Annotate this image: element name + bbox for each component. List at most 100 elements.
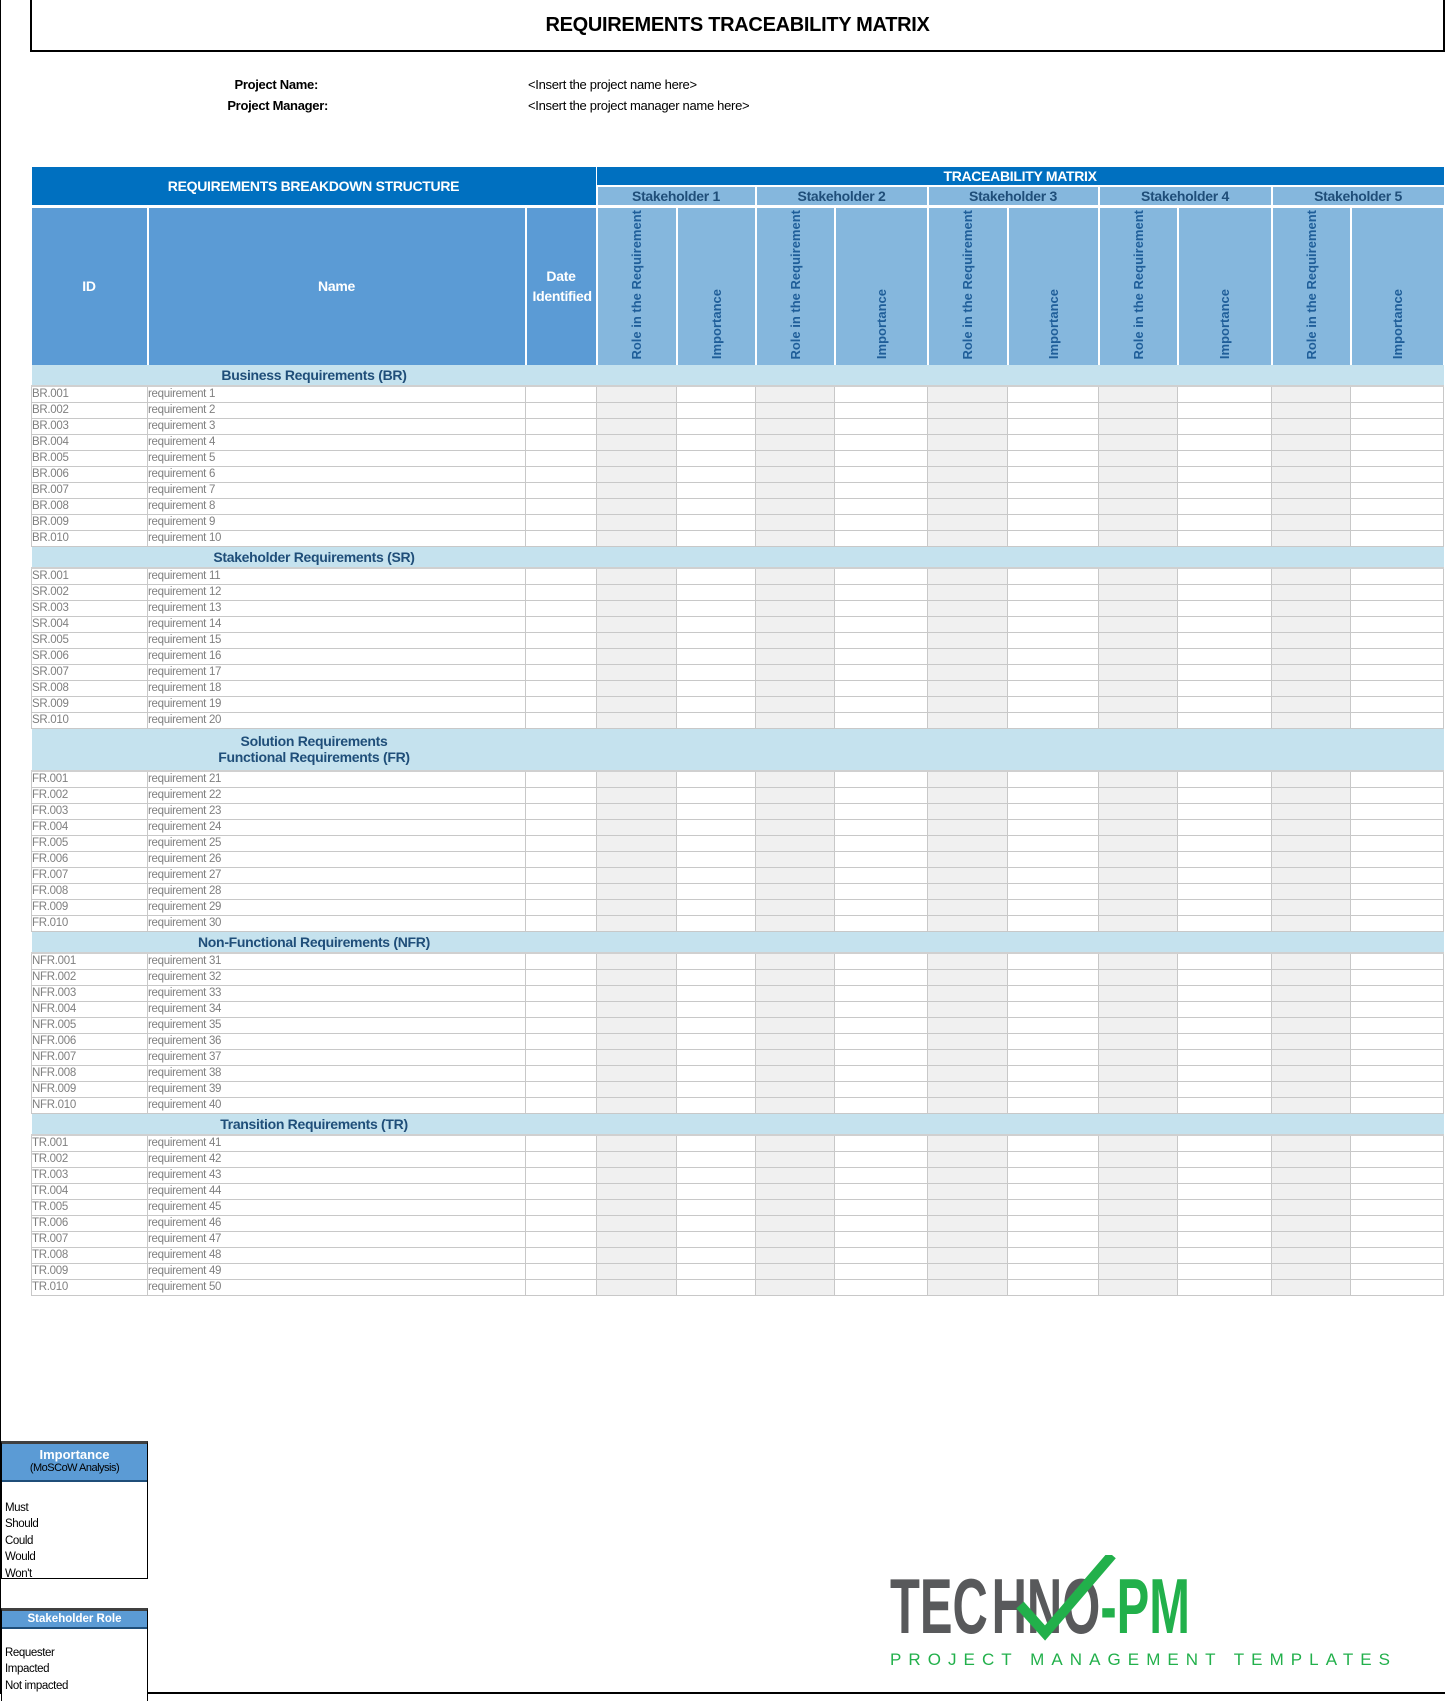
importance-cell[interactable]: [1007, 529, 1099, 547]
importance-cell[interactable]: [1007, 599, 1099, 617]
importance-cell[interactable]: [1007, 1150, 1099, 1168]
importance-cell[interactable]: [834, 834, 928, 852]
importance-cell[interactable]: [834, 567, 928, 585]
importance-cell[interactable]: [1177, 802, 1272, 820]
date-identified-cell[interactable]: [525, 984, 597, 1002]
role-cell[interactable]: [927, 1278, 1008, 1296]
importance-cell[interactable]: [676, 1048, 756, 1066]
importance-cell[interactable]: [1007, 1080, 1099, 1098]
role-cell[interactable]: [1271, 529, 1351, 547]
role-cell[interactable]: [596, 1246, 677, 1264]
requirement-name-cell[interactable]: requirement 26: [147, 850, 526, 868]
role-cell[interactable]: [927, 786, 1008, 804]
importance-cell[interactable]: [1349, 914, 1445, 932]
requirement-name-cell[interactable]: requirement 50: [147, 1278, 526, 1296]
importance-cell[interactable]: [1349, 1246, 1445, 1264]
requirement-name-cell[interactable]: requirement 45: [147, 1198, 526, 1216]
role-cell[interactable]: [755, 401, 835, 419]
importance-cell[interactable]: [676, 1064, 756, 1082]
role-cell[interactable]: [1098, 1016, 1178, 1034]
importance-cell[interactable]: [1007, 1048, 1099, 1066]
date-identified-cell[interactable]: [525, 481, 597, 499]
requirement-id-cell[interactable]: SR.010: [31, 711, 148, 729]
importance-cell[interactable]: [1177, 513, 1272, 531]
date-identified-cell[interactable]: [525, 599, 597, 617]
importance-cell[interactable]: [1349, 513, 1445, 531]
importance-cell[interactable]: [1007, 679, 1099, 697]
importance-cell[interactable]: [1007, 1182, 1099, 1200]
role-cell[interactable]: [1271, 850, 1351, 868]
role-cell[interactable]: [755, 1262, 835, 1280]
role-cell[interactable]: [596, 850, 677, 868]
importance-cell[interactable]: [676, 968, 756, 986]
role-cell[interactable]: [1271, 663, 1351, 681]
role-cell[interactable]: [1098, 1182, 1178, 1200]
requirement-name-cell[interactable]: requirement 9: [147, 513, 526, 531]
importance-cell[interactable]: [1177, 647, 1272, 665]
date-identified-cell[interactable]: [525, 968, 597, 986]
role-cell[interactable]: [596, 882, 677, 900]
importance-cell[interactable]: [834, 1016, 928, 1034]
importance-cell[interactable]: [834, 898, 928, 916]
role-cell[interactable]: [1098, 882, 1178, 900]
role-cell[interactable]: [927, 1166, 1008, 1184]
date-identified-cell[interactable]: [525, 1032, 597, 1050]
role-cell[interactable]: [596, 1048, 677, 1066]
importance-cell[interactable]: [676, 882, 756, 900]
importance-cell[interactable]: [1349, 711, 1445, 729]
role-cell[interactable]: [755, 1182, 835, 1200]
date-identified-cell[interactable]: [525, 513, 597, 531]
importance-cell[interactable]: [1349, 984, 1445, 1002]
role-cell[interactable]: [1271, 968, 1351, 986]
importance-cell[interactable]: [1007, 984, 1099, 1002]
importance-cell[interactable]: [1177, 818, 1272, 836]
role-cell[interactable]: [1271, 866, 1351, 884]
requirement-id-cell[interactable]: TR.001: [31, 1134, 148, 1152]
requirement-name-cell[interactable]: requirement 23: [147, 802, 526, 820]
date-identified-cell[interactable]: [525, 1246, 597, 1264]
importance-cell[interactable]: [1349, 497, 1445, 515]
requirement-id-cell[interactable]: TR.003: [31, 1166, 148, 1184]
requirement-id-cell[interactable]: NFR.005: [31, 1016, 148, 1034]
role-cell[interactable]: [596, 1230, 677, 1248]
role-cell[interactable]: [927, 968, 1008, 986]
requirement-id-cell[interactable]: BR.003: [31, 417, 148, 435]
role-cell[interactable]: [596, 1000, 677, 1018]
importance-cell[interactable]: [1177, 711, 1272, 729]
date-identified-cell[interactable]: [525, 647, 597, 665]
role-cell[interactable]: [1098, 567, 1178, 585]
role-cell[interactable]: [596, 1198, 677, 1216]
requirement-id-cell[interactable]: BR.005: [31, 449, 148, 467]
role-cell[interactable]: [1098, 1134, 1178, 1152]
role-cell[interactable]: [927, 1198, 1008, 1216]
requirement-name-cell[interactable]: requirement 37: [147, 1048, 526, 1066]
role-cell[interactable]: [1271, 647, 1351, 665]
importance-cell[interactable]: [1349, 647, 1445, 665]
requirement-name-cell[interactable]: requirement 24: [147, 818, 526, 836]
importance-cell[interactable]: [1177, 1198, 1272, 1216]
date-identified-cell[interactable]: [525, 663, 597, 681]
importance-cell[interactable]: [834, 465, 928, 483]
date-identified-cell[interactable]: [525, 770, 597, 788]
role-cell[interactable]: [1098, 679, 1178, 697]
importance-cell[interactable]: [834, 770, 928, 788]
importance-cell[interactable]: [1177, 770, 1272, 788]
importance-cell[interactable]: [676, 417, 756, 435]
importance-cell[interactable]: [1349, 663, 1445, 681]
role-cell[interactable]: [596, 567, 677, 585]
requirement-id-cell[interactable]: NFR.002: [31, 968, 148, 986]
importance-cell[interactable]: [1007, 898, 1099, 916]
role-cell[interactable]: [1271, 433, 1351, 451]
role-cell[interactable]: [1098, 984, 1178, 1002]
role-cell[interactable]: [1271, 385, 1351, 403]
role-cell[interactable]: [1098, 1166, 1178, 1184]
importance-cell[interactable]: [1177, 914, 1272, 932]
importance-cell[interactable]: [1349, 1016, 1445, 1034]
role-cell[interactable]: [1271, 1278, 1351, 1296]
importance-cell[interactable]: [834, 984, 928, 1002]
role-cell[interactable]: [755, 417, 835, 435]
role-cell[interactable]: [927, 513, 1008, 531]
role-cell[interactable]: [1271, 695, 1351, 713]
date-identified-cell[interactable]: [525, 952, 597, 970]
role-cell[interactable]: [755, 1246, 835, 1264]
